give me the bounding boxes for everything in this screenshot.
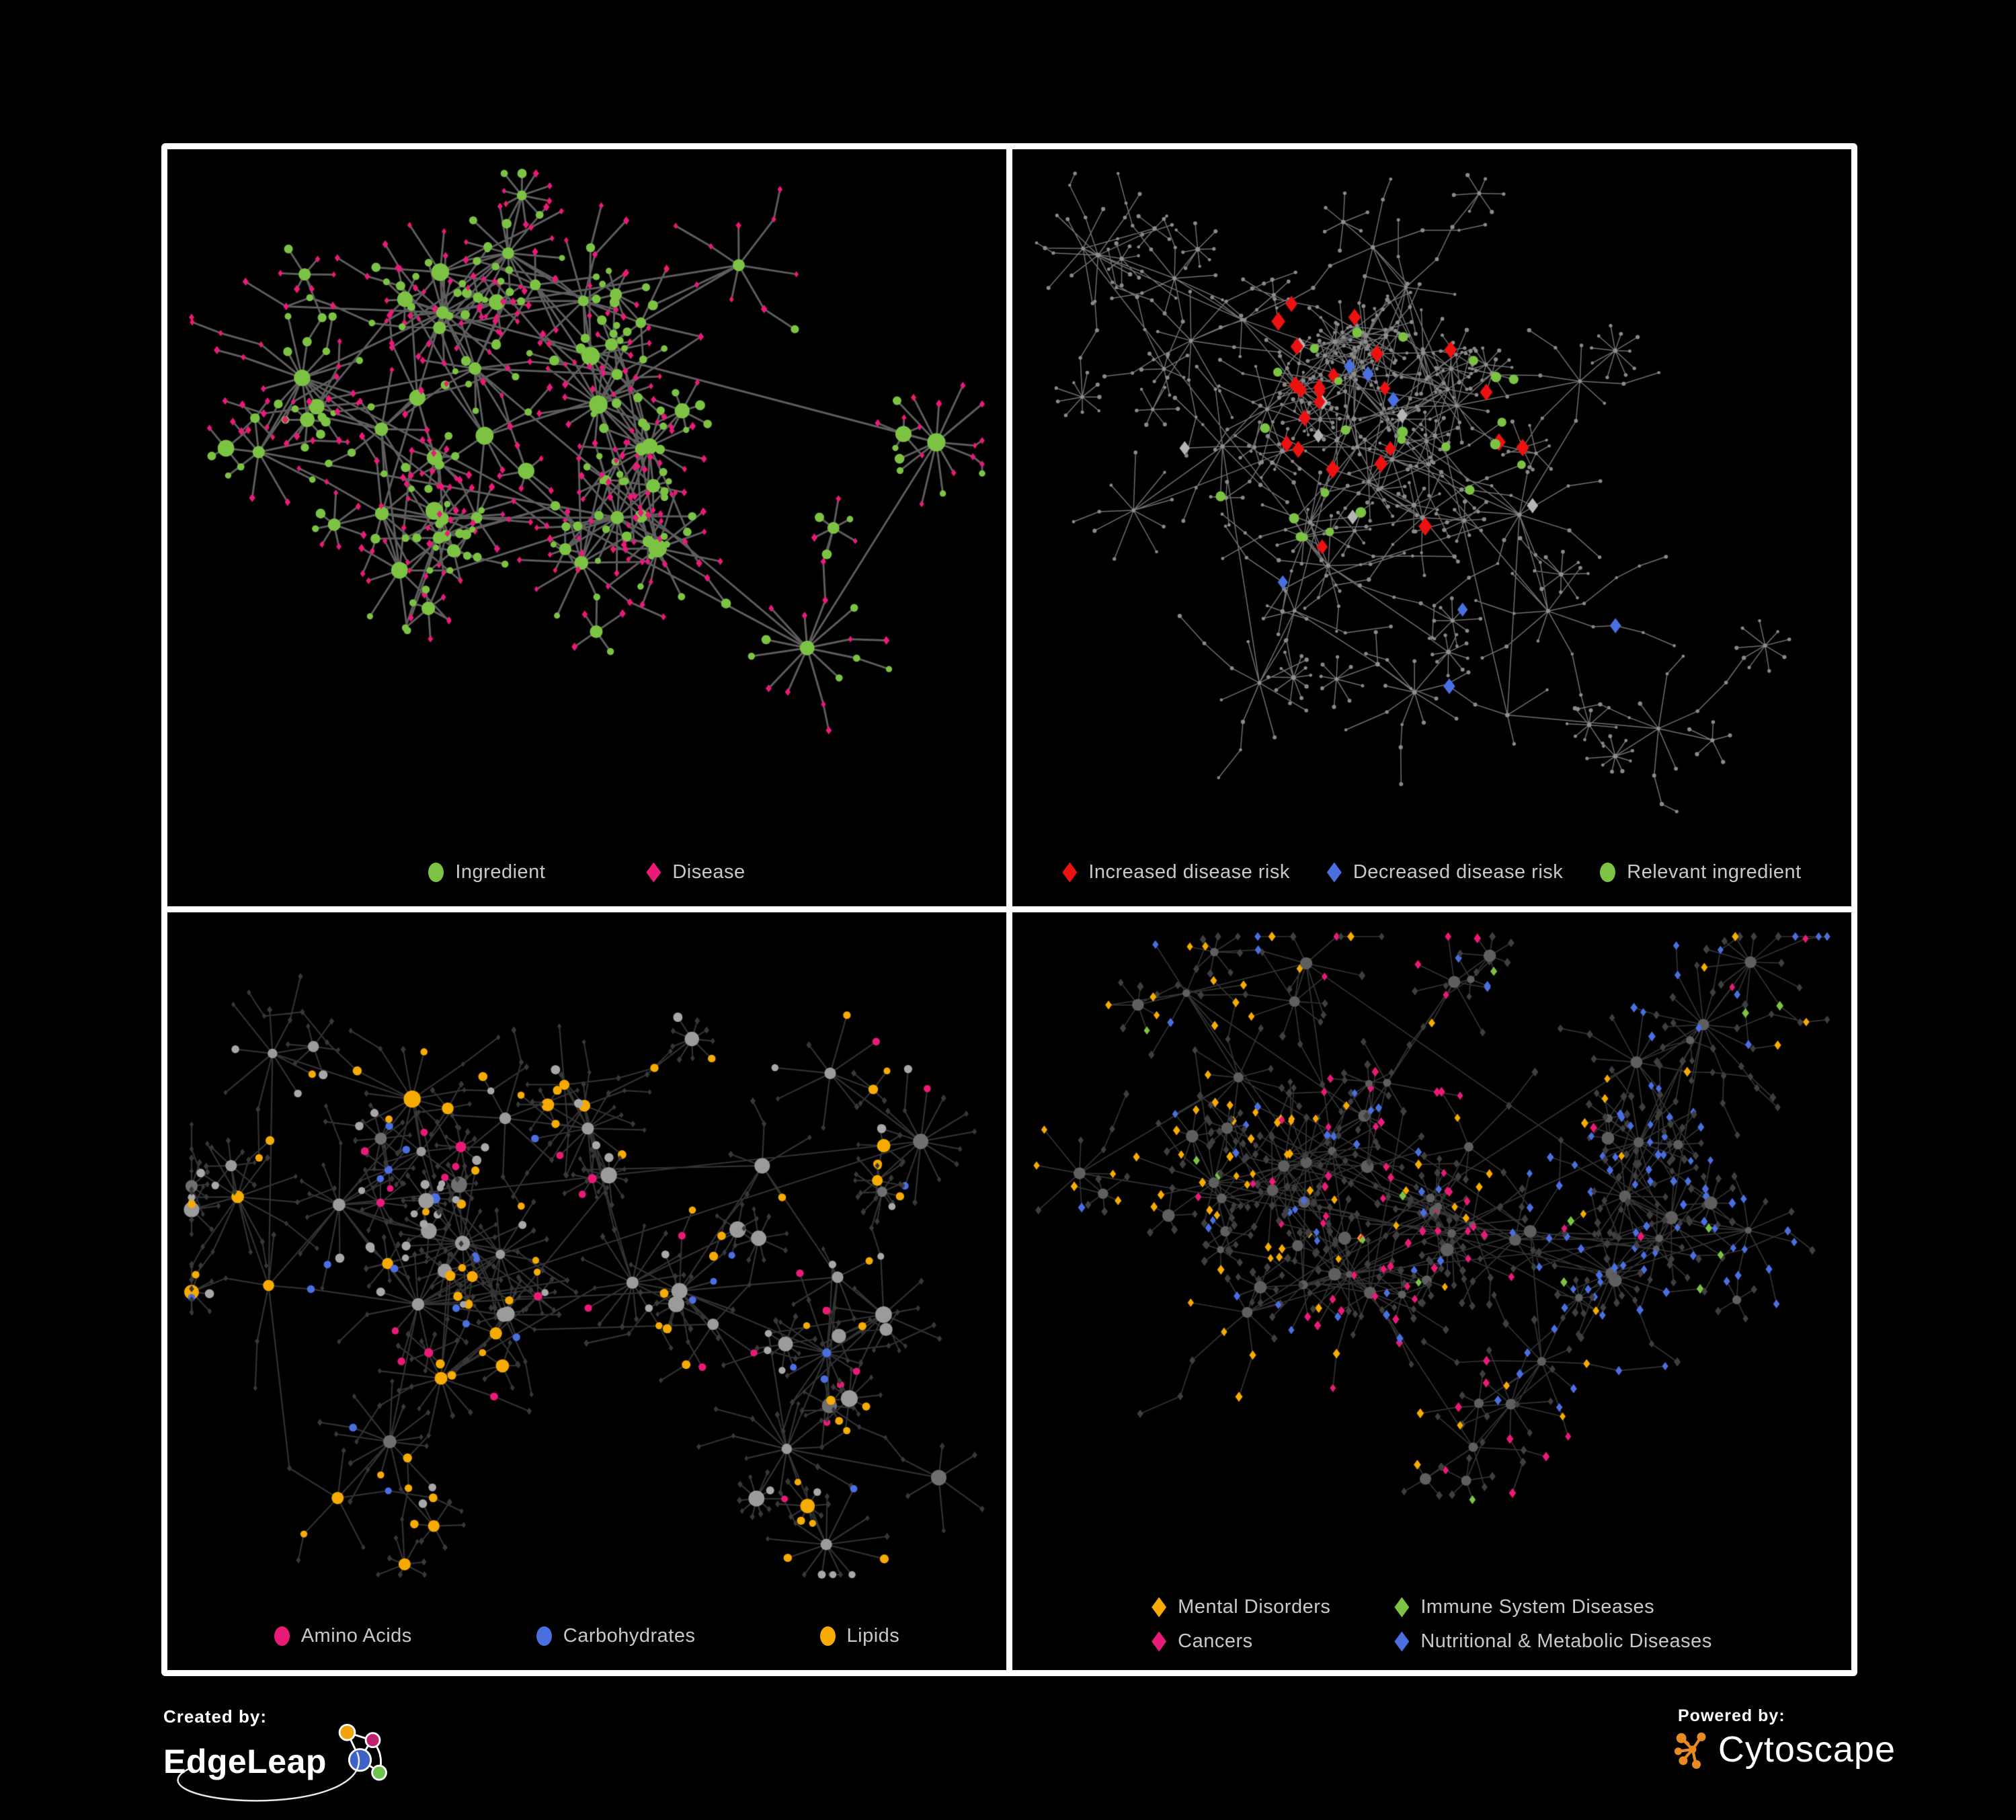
legend-label: Immune System Diseases <box>1420 1596 1655 1618</box>
amino-acids-circle-marker <box>274 1626 290 1646</box>
panel-disease-risk-network: Increased disease risk Decreased disease… <box>1012 149 1851 906</box>
increased-risk-diamond-marker <box>1062 862 1078 883</box>
legend-ingredient-disease: Ingredient Disease <box>167 861 1006 883</box>
cancers-diamond-marker <box>1152 1631 1167 1652</box>
legend-item-mental-disorders: Mental Disorders <box>1152 1596 1330 1618</box>
legend-item-cancers: Cancers <box>1152 1630 1330 1653</box>
nutritional-metabolic-diseases-diamond-marker <box>1394 1631 1410 1652</box>
carbohydrates-circle-marker <box>536 1626 552 1646</box>
legend-item-decreased-risk: Decreased disease risk <box>1326 861 1564 883</box>
ingredient-circle-marker <box>428 863 444 882</box>
immune-system-diseases-diamond-marker <box>1394 1597 1410 1618</box>
legend-label: Cancers <box>1178 1630 1253 1652</box>
legend-disease-categories: Mental Disorders Immune System Diseases … <box>1012 1596 1851 1653</box>
panel-ingredient-classes-network: Amino Acids Carbohydrates Lipids <box>167 912 1006 1670</box>
legend-label: Increased disease risk <box>1088 861 1290 883</box>
panel-grid: Ingredient Disease Increased disease ris… <box>161 143 1857 1676</box>
edgeleap-logo-icon <box>338 1723 387 1781</box>
ingredient-classes-network-canvas <box>167 912 1006 1599</box>
ingredient-disease-network-canvas <box>167 149 1006 836</box>
legend-item-lipids: Lipids <box>819 1625 900 1647</box>
legend-disease-risk: Increased disease risk Decreased disease… <box>1012 861 1851 883</box>
relevant-ingredient-circle-marker <box>1600 863 1616 882</box>
legend-label: Lipids <box>846 1625 900 1647</box>
legend-item-ingredient: Ingredient <box>428 861 545 883</box>
legend-label: Decreased disease risk <box>1353 861 1564 883</box>
edgeleap-brand-text: EdgeLeap <box>163 1743 327 1780</box>
legend-item-amino-acids: Amino Acids <box>274 1625 412 1647</box>
disease-diamond-marker <box>646 862 661 883</box>
legend-label: Disease <box>672 861 745 883</box>
legend-item-relevant-ingredient: Relevant ingredient <box>1600 861 1801 883</box>
mental-disorders-diamond-marker <box>1152 1597 1167 1618</box>
edgeleap-credit: Created by: EdgeLeap <box>163 1706 392 1807</box>
cytoscape-credit: Powered by: Cytoscape <box>1674 1706 1896 1787</box>
panel-disease-categories-network: Mental Disorders Immune System Diseases … <box>1012 912 1851 1670</box>
legend-label: Nutritional & Metabolic Diseases <box>1420 1630 1712 1652</box>
legend-label: Carbohydrates <box>563 1625 696 1647</box>
legend-ingredient-classes: Amino Acids Carbohydrates Lipids <box>167 1625 1006 1647</box>
legend-label: Amino Acids <box>300 1625 412 1647</box>
legend-item-carbohydrates: Carbohydrates <box>536 1625 696 1647</box>
disease-categories-network-canvas <box>1012 912 1851 1569</box>
legend-item-increased-risk: Increased disease risk <box>1062 861 1290 883</box>
legend-item-disease: Disease <box>646 861 745 883</box>
cytoscape-logo-icon <box>1674 1732 1706 1769</box>
created-by-label: Created by: <box>163 1706 268 1727</box>
cytoscape-brand-text: Cytoscape <box>1718 1729 1896 1770</box>
disease-risk-network-canvas <box>1012 149 1851 836</box>
legend-label: Relevant ingredient <box>1627 861 1802 883</box>
decreased-risk-diamond-marker <box>1326 862 1342 883</box>
legend-label: Mental Disorders <box>1178 1596 1331 1618</box>
legend-label: Ingredient <box>455 861 546 883</box>
panel-ingredient-disease-network: Ingredient Disease <box>167 149 1006 906</box>
lipids-circle-marker <box>819 1626 836 1646</box>
legend-item-immune-system-diseases: Immune System Diseases <box>1394 1596 1711 1618</box>
legend-item-nutritional-metabolic-diseases: Nutritional & Metabolic Diseases <box>1394 1630 1711 1653</box>
powered-by-label: Powered by: <box>1678 1706 1785 1725</box>
